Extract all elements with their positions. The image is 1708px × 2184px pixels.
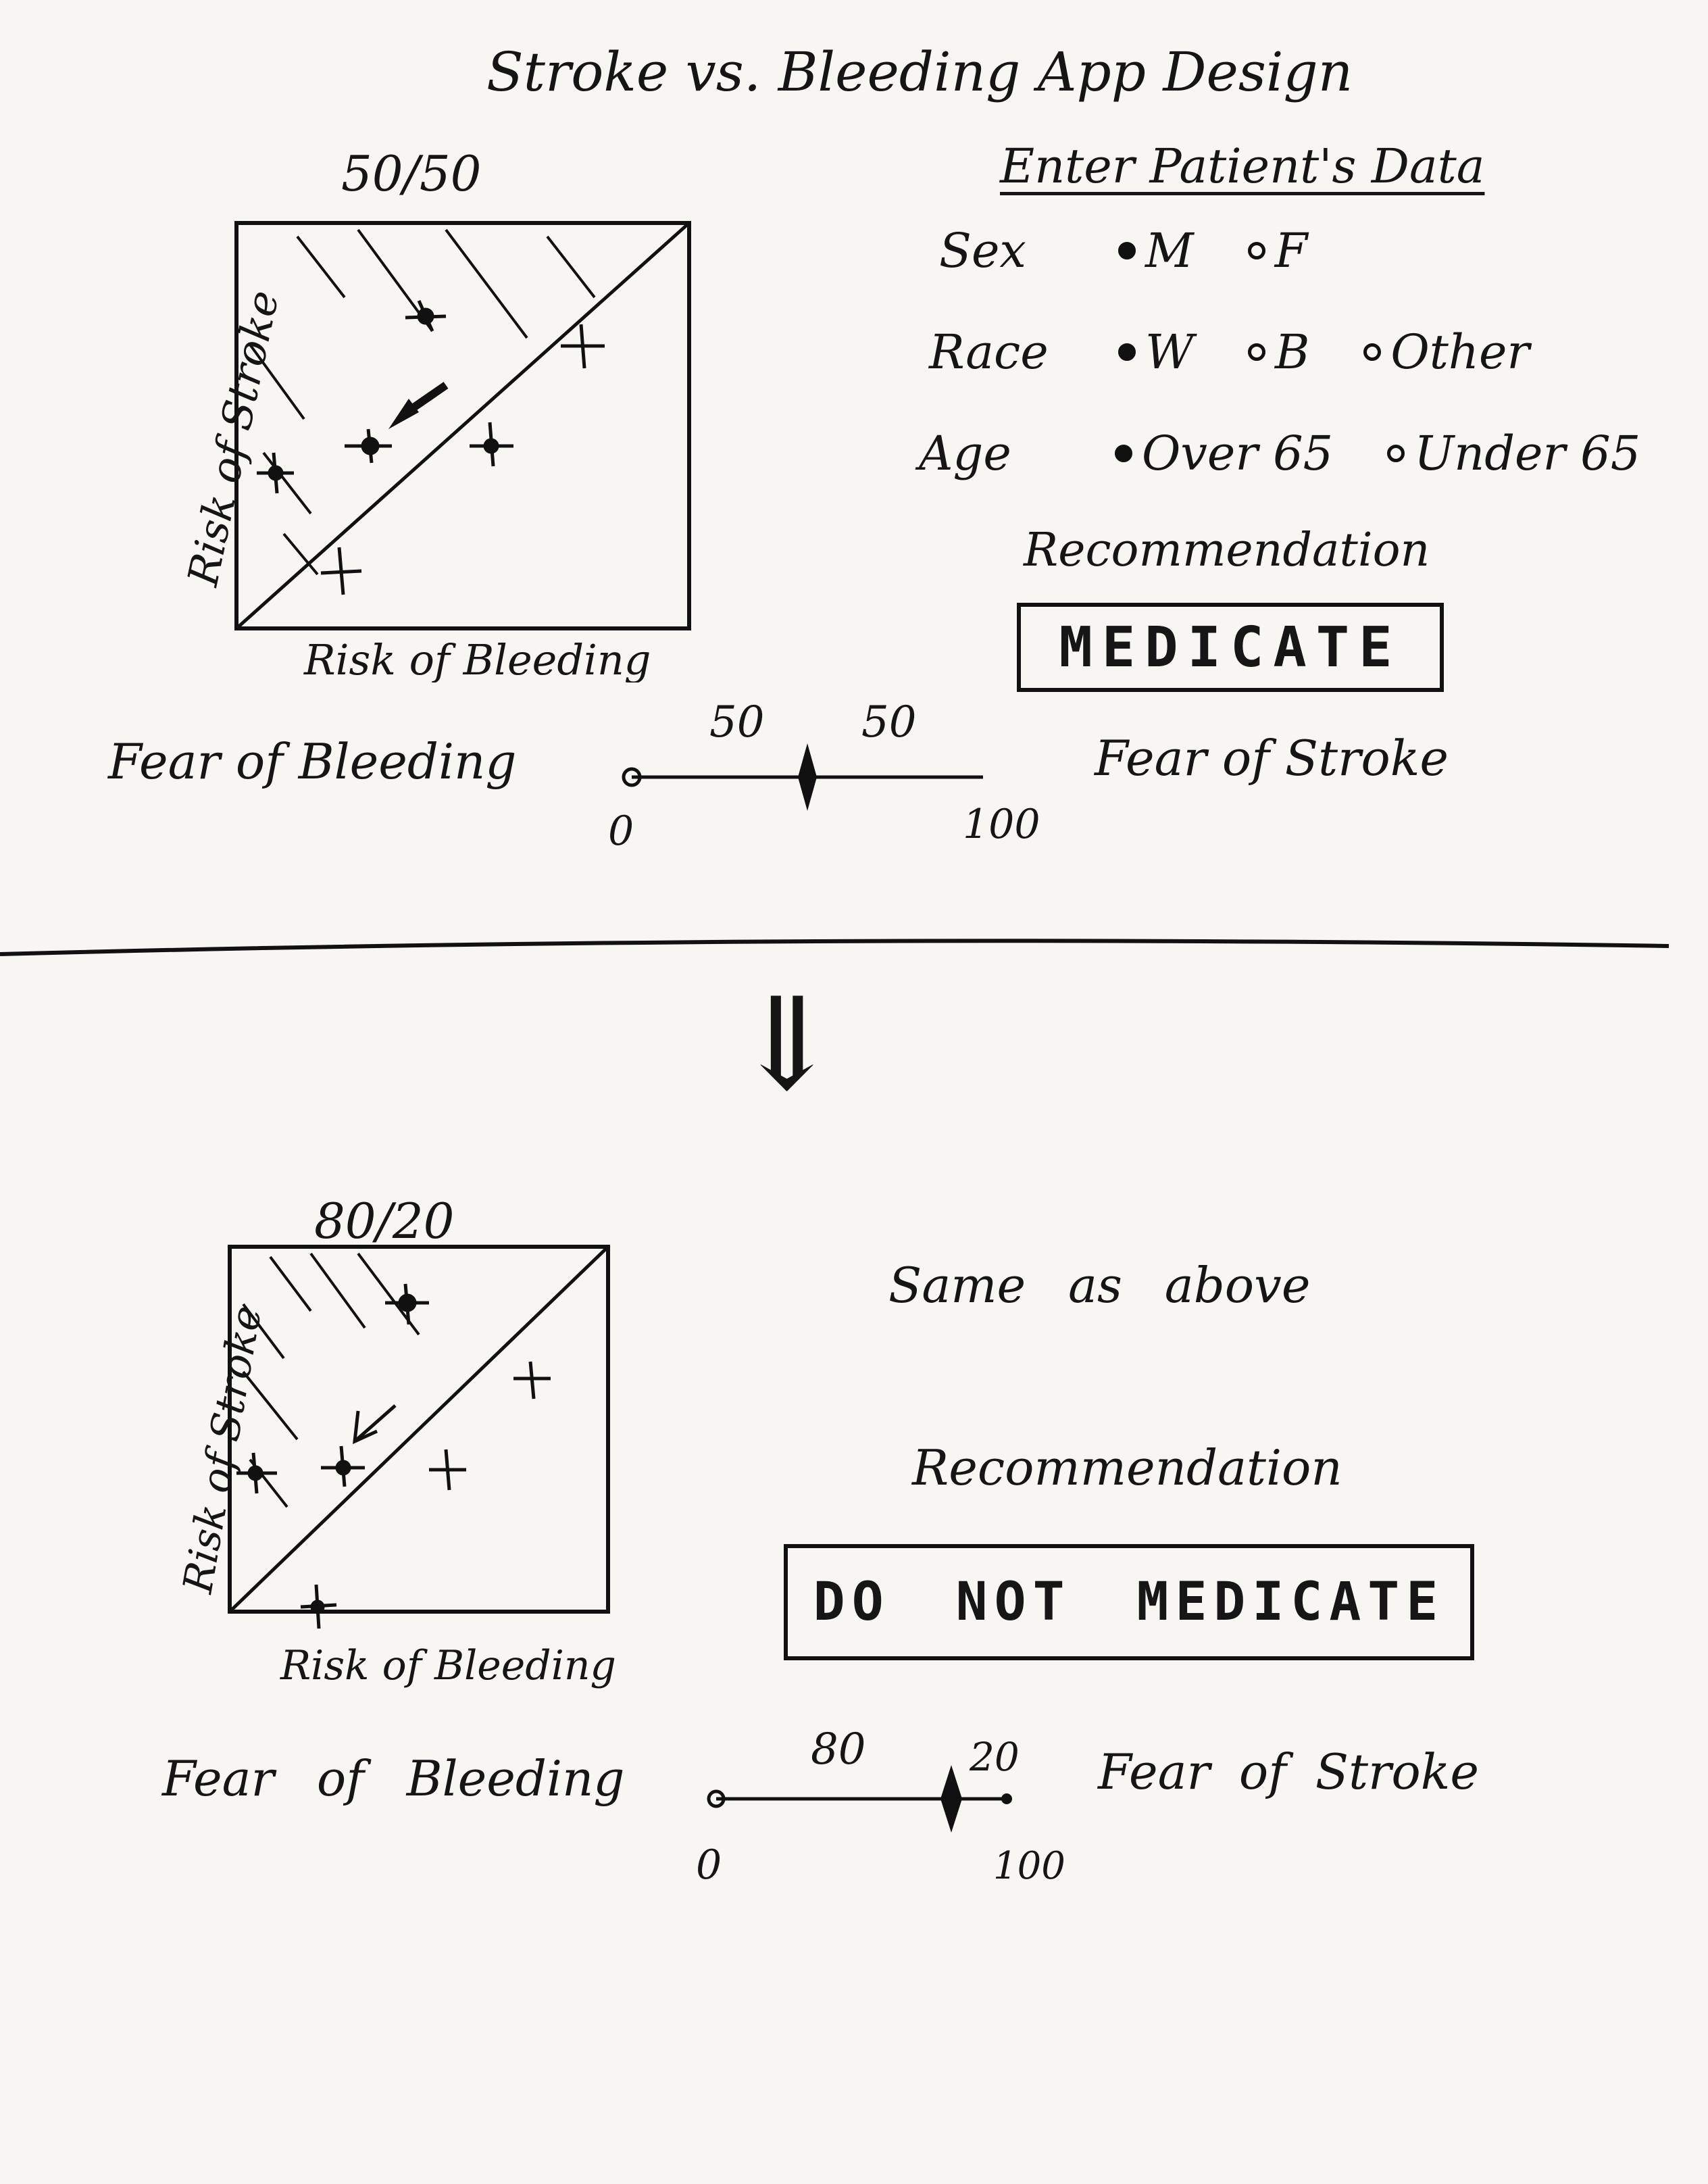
sex-row: Sex M F [939,223,1361,278]
section-divider [0,939,1669,956]
same-as-above-note: Same as above [888,1257,1311,1314]
radio-empty-icon [1363,343,1382,361]
top-slider-max: 100 [963,801,1040,848]
radio-empty-icon [1247,343,1265,361]
top-slider[interactable]: 50 50 0 100 [581,696,1068,872]
top-recommendation-label: Recommendation [1024,524,1430,577]
sex-label: Sex [939,223,1026,278]
race-option-b[interactable]: B [1247,324,1309,380]
sex-option-f[interactable]: F [1247,223,1307,278]
race-row: Race W B Other [929,324,1584,380]
bottom-y-axis-label: Risk of Stroke [174,1302,272,1597]
top-slider-min: 0 [608,808,634,855]
bottom-patient-points [236,1283,551,1629]
top-y-axis-label: Risk of Stroke [178,286,288,591]
page-title: Stroke vs. Bleeding App Design [486,41,1353,103]
radio-selected-icon [1115,445,1132,462]
bottom-slider-min: 0 [696,1841,722,1889]
radio-selected-icon [1118,242,1136,259]
race-label: Race [929,324,1049,380]
top-ratio-label: 50/50 [341,145,482,202]
top-slider-right-value: 50 [861,697,916,747]
bottom-recommendation-label: Recommendation [912,1439,1342,1496]
top-slider-thumb [798,743,817,811]
bottom-x-axis-label: Risk of Bleeding [280,1642,616,1689]
age-option-over-65[interactable]: Over 65 [1115,426,1333,481]
bottom-slider-left-label: Fear of Bleeding [162,1750,625,1807]
age-label: Age [919,426,1011,481]
radio-selected-icon [1118,343,1136,361]
age-row: Age Over 65 Under 65 [919,426,1694,481]
top-risk-chart: Risk of Bleeding Risk of Stroke [178,221,691,682]
age-option-under-65[interactable]: Under 65 [1387,426,1640,481]
bottom-slider-right-label: Fear of Stroke [1098,1743,1480,1800]
form-heading: Enter Patient's Data [1000,139,1485,194]
top-slider-left-value: 50 [709,697,764,747]
bottom-recommendation-box: DO NOT MEDICATE [784,1544,1474,1660]
top-slider-right-label: Fear of Stroke [1095,730,1449,787]
top-x-axis-label: Risk of Bleeding [303,635,651,682]
bottom-slider-thumb [940,1765,962,1833]
bottom-slider-left-value: 80 [811,1724,865,1775]
bottom-risk-chart: Risk of Bleeding Risk of Stroke [174,1245,616,1689]
race-option-w[interactable]: W [1118,324,1194,380]
bottom-ratio-label: 80/20 [314,1193,455,1249]
race-option-other[interactable]: Other [1363,324,1530,380]
top-patient-points [257,299,605,595]
bottom-slider[interactable]: 80 20 0 100 [669,1720,1088,1895]
radio-empty-icon [1247,242,1265,259]
top-slider-left-label: Fear of Bleeding [108,733,517,790]
bottom-slider-max: 100 [993,1844,1065,1888]
bottom-slider-right-value: 20 [969,1734,1020,1780]
sex-option-m[interactable]: M [1118,223,1194,278]
top-recommendation-box: MEDICATE [1017,603,1444,692]
radio-empty-icon [1387,445,1405,462]
down-arrow-icon: ⇓ [733,970,841,1119]
